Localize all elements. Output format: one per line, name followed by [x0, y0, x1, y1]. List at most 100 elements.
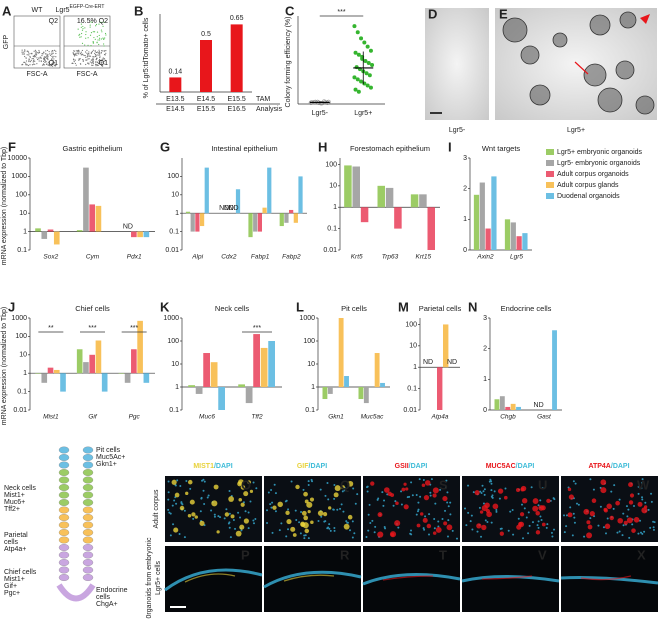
- bar: [185, 211, 191, 214]
- nucleus: [517, 517, 520, 520]
- event-dot: [88, 53, 90, 55]
- nucleus: [373, 531, 376, 534]
- signal: [503, 495, 508, 500]
- event-dot: [26, 64, 28, 66]
- nucleus: [207, 494, 210, 497]
- nucleus: [483, 493, 486, 496]
- diagram-label: Chief cells: [4, 569, 37, 576]
- nucleus: [480, 535, 483, 538]
- nucleus: [430, 478, 433, 481]
- point: [359, 36, 364, 41]
- bar: [89, 204, 95, 232]
- bar: [394, 207, 402, 229]
- bar: [491, 176, 497, 250]
- nucleus: [478, 506, 481, 509]
- x-tick-label: E14.5: [197, 96, 215, 103]
- event-dot: [80, 54, 82, 56]
- nucleus: [168, 511, 171, 514]
- signal: [334, 485, 341, 492]
- event-dot: [51, 55, 53, 57]
- organoid-wall: [362, 573, 461, 586]
- bar: [385, 187, 394, 208]
- organoid: [635, 95, 655, 115]
- nucleus: [490, 489, 493, 492]
- signal: [518, 521, 525, 528]
- panel-letter: E: [499, 6, 508, 21]
- nucleus: [644, 501, 647, 504]
- event-dot: [88, 55, 91, 57]
- point: [355, 77, 360, 82]
- event-dot: [102, 25, 104, 27]
- stain-name: ATP4A: [588, 463, 610, 470]
- event-dot: [96, 31, 99, 33]
- event-dot: [44, 59, 46, 61]
- event-dot: [95, 23, 98, 26]
- diagram-label: Pgc+: [4, 590, 20, 597]
- event-dot: [51, 58, 53, 60]
- nucleus: [627, 508, 630, 511]
- signal: [546, 498, 551, 504]
- event-dot: [90, 52, 92, 55]
- nucleus: [625, 505, 628, 508]
- nucleus: [242, 501, 245, 504]
- y-axis-label: mRNA expression (normalized to Tbp): [1, 147, 8, 266]
- nucleus: [530, 486, 533, 489]
- nucleus: [206, 496, 209, 499]
- event-dot: [89, 24, 91, 26]
- bar: [377, 185, 385, 208]
- signal: [589, 511, 595, 517]
- nucleus: [613, 484, 616, 487]
- signal: [499, 531, 504, 536]
- y-tick-label: 1: [23, 370, 27, 377]
- nucleus: [622, 512, 625, 515]
- nucleus: [269, 503, 272, 506]
- event-dot: [38, 49, 40, 52]
- event-dot: [94, 38, 96, 40]
- bar: [137, 231, 143, 238]
- nucleus: [333, 529, 336, 532]
- event-dot: [34, 52, 37, 54]
- bar: [253, 334, 260, 387]
- bar: [131, 231, 137, 238]
- signal: [629, 493, 635, 498]
- cell: [58, 454, 70, 461]
- photo-label: Lgr5+: [567, 127, 585, 134]
- y-axis-label: Colony forming efficiency (%): [285, 17, 292, 108]
- nucleus: [285, 535, 288, 538]
- event-dot: [22, 63, 24, 66]
- nucleus: [504, 487, 507, 490]
- event-dot: [84, 54, 86, 57]
- bar: [427, 207, 435, 250]
- bar: [419, 194, 427, 208]
- bar: [41, 231, 48, 239]
- nucleus: [476, 530, 479, 533]
- nucleus: [252, 519, 255, 522]
- legend-swatch: [546, 171, 554, 177]
- nucleus: [273, 483, 276, 486]
- nucleus: [340, 503, 343, 506]
- nucleus: [650, 492, 653, 495]
- nucleus: [563, 531, 566, 534]
- nucleus: [429, 491, 432, 494]
- nucleus: [541, 487, 544, 490]
- nucleus: [574, 482, 577, 485]
- nucleus: [217, 515, 220, 518]
- nucleus: [317, 519, 320, 522]
- signal: [443, 521, 448, 526]
- nucleus: [489, 478, 492, 481]
- event-dot: [80, 26, 82, 28]
- event-dot: [91, 51, 93, 53]
- y-tick-label: 0.1: [305, 407, 315, 414]
- cell: [58, 536, 70, 544]
- organoid-wall: [263, 570, 362, 589]
- y-tick-label: 100: [15, 333, 27, 340]
- nucleus: [482, 490, 485, 493]
- nucleus: [410, 481, 413, 484]
- nucleus: [343, 489, 346, 492]
- event-dot: [105, 52, 107, 54]
- event-dot: [100, 59, 102, 62]
- bar: [230, 24, 243, 92]
- signal: [303, 491, 308, 497]
- bar: [443, 324, 449, 368]
- nucleus: [307, 484, 310, 487]
